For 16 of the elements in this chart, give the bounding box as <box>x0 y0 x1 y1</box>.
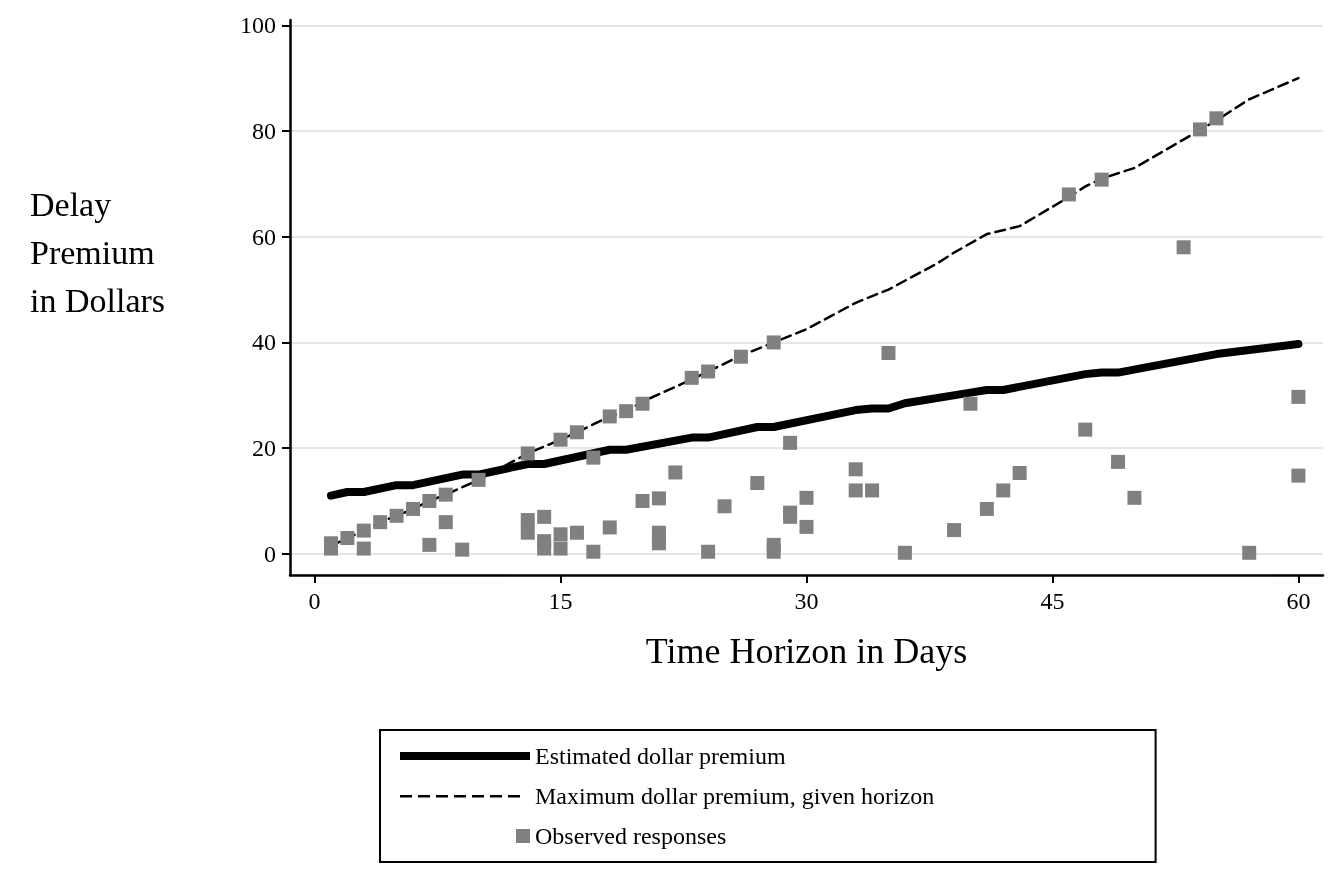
y-tick-label: 100 <box>240 12 276 39</box>
x-tick-label: 0 <box>308 588 321 614</box>
legend-label: Maximum dollar premium, given horizon <box>535 783 935 809</box>
legend-label: Observed responses <box>535 823 727 849</box>
legend-label: Estimated dollar premium <box>535 743 786 769</box>
x-axis-title: Time Horizon in Days <box>645 631 968 671</box>
y-tick-label: 20 <box>252 435 276 462</box>
x-tick-label: 45 <box>1040 588 1065 614</box>
y-tick-label: 40 <box>252 329 276 356</box>
y-axis-title: Delay Premium in Dollars <box>30 185 166 319</box>
y-tick-label: 80 <box>252 118 276 144</box>
y-tick-label: 60 <box>252 223 276 250</box>
x-tick-label: 15 <box>548 588 573 614</box>
x-tick-label: 60 <box>1286 588 1311 614</box>
x-tick-label: 30 <box>794 588 819 614</box>
y-tick-label: 0 <box>264 540 276 567</box>
